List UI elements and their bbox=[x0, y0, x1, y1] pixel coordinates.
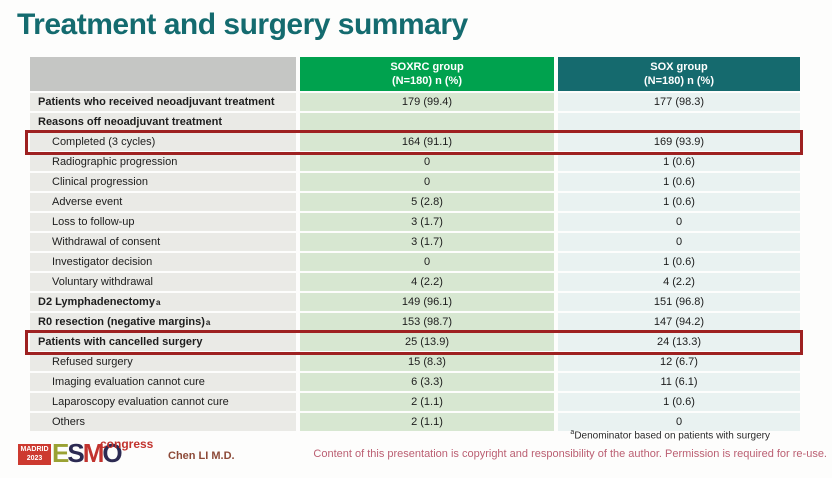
table-row: Imaging evaluation cannot cure 6 (3.3) 1… bbox=[30, 373, 800, 391]
author-name: Chen LI M.D. bbox=[168, 450, 235, 462]
esmo-letter-o: O bbox=[102, 438, 122, 468]
esmo-letter-s: S bbox=[67, 438, 84, 468]
table-row: Patients who received neoadjuvant treatm… bbox=[30, 93, 800, 111]
soxrc-group-sublabel: (N=180) n (%) bbox=[392, 75, 462, 87]
table-row-highlighted: Completed (3 cycles) 164 (91.1) 169 (93.… bbox=[25, 129, 803, 155]
table-row: Withdrawal of consent 3 (1.7) 0 bbox=[30, 233, 800, 251]
header-empty-cell bbox=[30, 57, 296, 91]
table-row: Adverse event 5 (2.8) 1 (0.6) bbox=[30, 193, 800, 211]
sox-group-sublabel: (N=180) n (%) bbox=[644, 75, 714, 87]
esmo-letter-e: E bbox=[52, 438, 69, 468]
soxrc-group-label: SOXRC group bbox=[390, 60, 464, 73]
table-row: Refused surgery 15 (8.3) 12 (6.7) bbox=[30, 353, 800, 371]
page-title: Treatment and surgery summary bbox=[17, 8, 468, 41]
header-soxrc-group: SOXRC group (N=180) n (%) bbox=[300, 57, 554, 91]
table-row: Others 2 (1.1) 0 bbox=[30, 413, 800, 431]
sox-group-label: SOX group bbox=[650, 60, 708, 73]
esmo-logo-letters: ESMO bbox=[52, 438, 123, 468]
table-row: Clinical progression 0 1 (0.6) bbox=[30, 173, 800, 191]
madrid-2023-badge: MADRID 2023 bbox=[18, 444, 51, 465]
table-row: D2 Lymphadenectomy a 149 (96.1) 151 (96.8… bbox=[30, 293, 800, 311]
copyright-notice: Content of this presentation is copyrigh… bbox=[313, 448, 827, 460]
table-row: Reasons off neoadjuvant treatment bbox=[30, 113, 800, 131]
esmo-letter-m: M bbox=[82, 438, 105, 468]
header-sox-group: SOX group (N=180) n (%) bbox=[558, 57, 800, 91]
table-row: Radiographic progression 0 1 (0.6) bbox=[30, 153, 800, 171]
table-row: Voluntary withdrawal 4 (2.2) 4 (2.2) bbox=[30, 273, 800, 291]
summary-table: SOXRC group (N=180) n (%) SOX group (N=1… bbox=[25, 57, 803, 433]
congress-label: congress bbox=[100, 437, 154, 451]
table-row: Investigator decision 0 1 (0.6) bbox=[30, 253, 800, 271]
table-header-row: SOXRC group (N=180) n (%) SOX group (N=1… bbox=[30, 57, 800, 91]
table-row-highlighted: Patients with cancelled surgery 25 (13.9… bbox=[25, 329, 803, 355]
madrid-label: MADRID bbox=[20, 446, 49, 454]
table-row: Loss to follow-up 3 (1.7) 0 bbox=[30, 213, 800, 231]
table-footnote: aDenominator based on patients with surg… bbox=[570, 429, 770, 442]
table-row: Laparoscopy evaluation cannot cure 2 (1.… bbox=[30, 393, 800, 411]
year-label: 2023 bbox=[26, 454, 43, 462]
esmo-congress-logo: MADRID 2023 ESMO congress bbox=[12, 437, 172, 474]
table-row: R0 resection (negative margins) a 153 (98… bbox=[30, 313, 800, 331]
